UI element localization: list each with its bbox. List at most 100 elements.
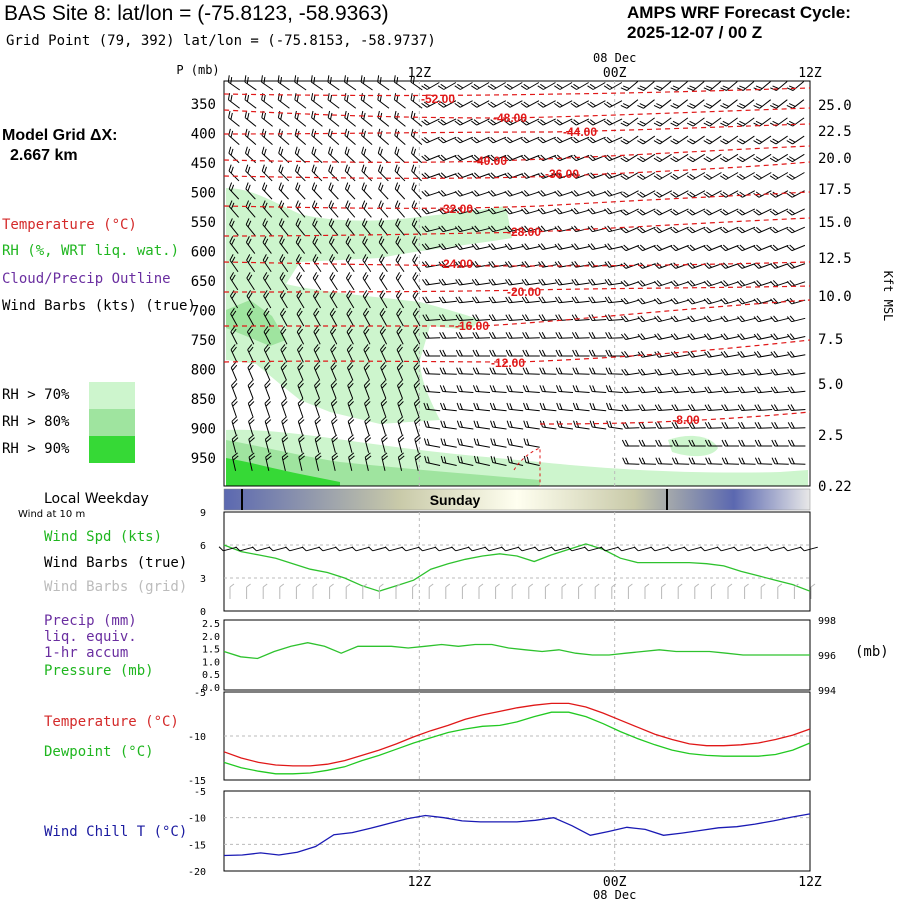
wind-barb [280,326,288,345]
wind-barb-shape [753,280,773,287]
wind-barb-shape [703,280,723,287]
pressure-tick-label: 550 [191,215,216,231]
wind-barb-shape [736,117,755,127]
wind-barb-shape [720,244,739,252]
wind-barb [670,172,689,180]
wind-barb [364,398,371,417]
wind-barb-shape [490,420,507,430]
grid-wind-barb-shape [229,583,235,599]
grid-wind-barb [445,583,451,599]
wind-barb-shape [231,416,239,435]
wind-barb-shape [471,278,491,286]
wind-barb [298,452,305,471]
wind-barb [473,420,491,430]
wind-barb-shape [653,244,673,252]
wind-barb [754,439,773,447]
wind-barb-shape [244,128,257,145]
wind-barb-shape [703,99,722,109]
wind-barb [555,367,574,375]
wind-barb-shape [263,326,271,345]
wind-barb [737,333,756,340]
pressure-tick-label: 750 [191,333,216,349]
wind-barb [261,182,273,200]
sfc-wind-barb-shape [235,546,254,552]
wind-barb-shape [247,398,255,417]
wind-barb-shape [437,100,457,108]
wind-barb-shape [295,200,306,218]
temp-contour-label: -20.00 [507,285,541,299]
temp-contour-label: -40.00 [473,154,507,168]
wind-barb-shape [588,367,607,375]
wind-barb [394,182,406,200]
wind-barb-shape [248,452,256,471]
wind-barb [704,404,723,411]
wind-barb-shape [473,420,491,430]
wind-barb-shape [703,315,723,323]
sfc-wind-barb-shape [716,546,735,552]
wind-barb-shape [620,135,639,145]
wind-barb-shape [655,457,673,465]
wind-barb-shape [555,349,573,357]
wind-barb [687,315,706,323]
wind-barb-shape [422,367,441,375]
wind-barb-shape [537,154,557,162]
wind-barb-shape [264,380,271,399]
wind-barb [539,367,557,375]
wind-barb [505,332,524,339]
wind-barb [572,367,590,375]
wind-barb-shape [589,402,607,412]
pressure-tick-label: 350 [191,97,216,113]
wind-barb-shape [786,333,806,340]
wind-barb [769,172,789,180]
wind-barb [654,351,673,358]
wind-barb [505,349,524,357]
wind-barb-shape [345,200,356,218]
temp-contour [223,217,811,237]
wind-barb-shape [520,82,540,90]
wind-barb-shape [786,208,805,216]
wind-barb-shape [688,422,706,429]
wind-barb-shape [769,135,788,145]
grid-wind-barb [744,583,749,599]
wind-barb [504,136,523,144]
wind-barb [295,218,306,236]
wind-barb [703,81,722,91]
wind-barb-shape [412,254,422,273]
wind-barb-shape [570,136,590,144]
wind-barb-shape [753,244,772,252]
wind-barb-shape [703,297,723,305]
wind-barb [230,308,238,327]
wind-barb [278,128,290,145]
sfc-wind-barb [733,546,752,552]
cloud-outline [513,447,541,486]
wind-barb [394,110,406,127]
wind-barb-shape [538,314,557,321]
wind-barb [423,420,441,430]
wind-barb [378,218,389,236]
wind-barb [413,344,421,363]
wind-barb [620,81,639,91]
sfc-wind-barb-shape [218,546,237,552]
wind-barb [570,190,590,197]
wind-barb-shape [786,262,806,269]
wind-barb [281,416,288,435]
wind-barb-shape [314,398,321,417]
wind-barb-shape [603,136,623,144]
wind-barb [344,182,356,200]
wind-barb [327,110,340,127]
wind-barb-shape [422,314,441,321]
wind-barb [263,308,272,327]
temp-y-tick: -5 [194,688,206,699]
grid-wind-barb [727,583,733,599]
wind-barb [653,297,673,305]
wind-barb [260,75,274,91]
wind-barb-shape [411,200,422,218]
wind-barb [670,333,690,340]
wind-barb [554,154,573,162]
wind-barb-shape [621,404,640,411]
wind-barb-shape [228,110,240,127]
pressure-unit-label: (mb) [855,644,889,660]
wind-barb-shape [721,422,740,429]
pressure-y-tick: 994 [818,686,836,697]
wind-barb [670,153,689,163]
